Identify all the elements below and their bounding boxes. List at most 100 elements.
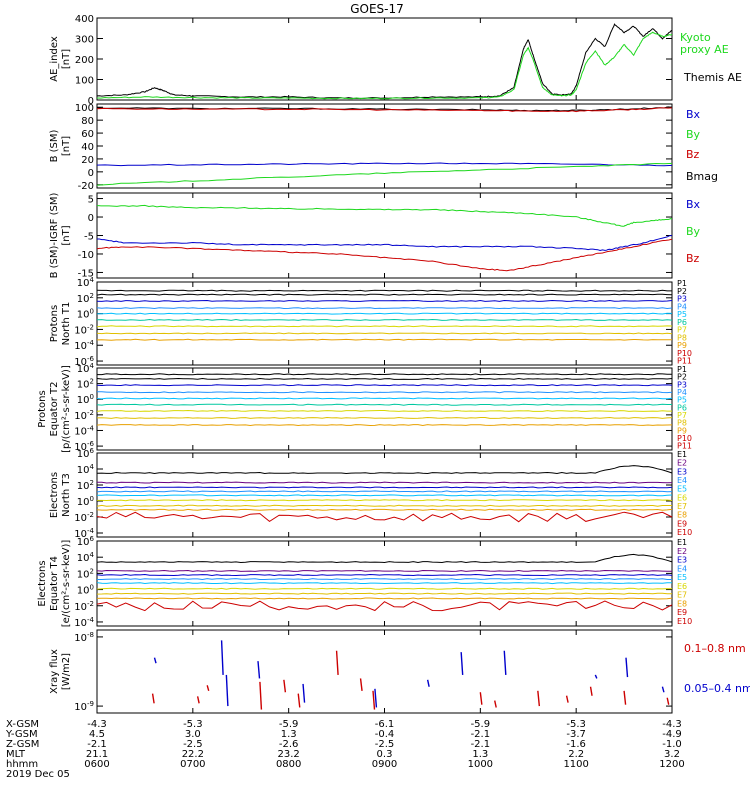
legend-entry: P4 [677, 388, 687, 397]
legend-entry: 0.1–0.8 nm [684, 642, 746, 655]
legend-entry: P11 [677, 442, 692, 451]
y-tick-label: 102 [77, 292, 94, 305]
flux-line [96, 569, 672, 572]
panel-frame [96, 192, 673, 279]
y-axis-label: B (SM) [49, 129, 60, 162]
x-row-value: -2.6 [279, 739, 299, 750]
panel-b-igrf: -15 -10 -5 0 5 B (SM)-IGRF (SM) [nT] Bx By Bz [49, 192, 701, 279]
x-row-value: 2.2 [568, 749, 584, 760]
x-row-value: -4.3 [662, 719, 682, 730]
flux-line [96, 481, 673, 484]
xray-segment [283, 679, 287, 693]
panel-electrons-equator: 10-4 10-2 100 102 104 106 Electrons Equator T4[… [37, 535, 692, 629]
y-tick-label: 102 [77, 479, 94, 492]
legend-entry: 0.05–0.4 nm [684, 682, 750, 695]
x-row-value: 1100 [563, 759, 588, 770]
y-tick-label: 100 [77, 495, 94, 508]
x-row-value: 1.3 [472, 749, 488, 760]
legend-entry: P2 [677, 373, 687, 382]
y-tick-label: 0 [88, 168, 94, 179]
x-row-value: -2.1 [471, 729, 491, 740]
xray-segment [153, 657, 157, 664]
legend-entry: P6 [677, 318, 687, 327]
y-tick-label: 100 [77, 308, 94, 321]
legend-entry: P3 [677, 295, 687, 304]
flux-line [96, 289, 672, 292]
legend-entry: P5 [677, 396, 687, 405]
legend-entry: E6 [677, 493, 687, 502]
y-tick-label: 106 [77, 535, 95, 548]
x-row-value: 3.2 [664, 749, 680, 760]
flux-line [96, 592, 673, 595]
flux-line [96, 490, 673, 493]
y-tick-label: 100 [75, 103, 94, 114]
legend-entry: Bmag [686, 170, 718, 183]
y-axis-label: Electrons [49, 472, 60, 518]
y-tick-label: 10-4 [74, 339, 94, 352]
xray-segment [661, 686, 665, 693]
xray-segment [623, 690, 627, 705]
y-tick-label: 0 [88, 96, 94, 107]
series-line [96, 204, 673, 227]
legend-entry: P11 [677, 357, 692, 366]
flux-line [96, 597, 673, 600]
x-row-value: 0600 [84, 759, 109, 770]
flux-line [97, 499, 673, 502]
legend-entry: E6 [677, 582, 687, 591]
series-line [96, 31, 673, 100]
y-tick-label: 100 [75, 76, 94, 87]
series-line [96, 162, 673, 186]
legend-entry: P1 [677, 279, 687, 288]
legend-entry: E9 [677, 608, 687, 617]
plot-date: 2019 Dec 05 [6, 769, 70, 780]
x-row-label: hhmm [6, 759, 38, 770]
legend-entry: E8 [677, 599, 687, 608]
y-axis-label: [nT] [61, 225, 72, 245]
flux-line [96, 486, 673, 489]
legend-entry: P10 [677, 434, 692, 443]
panel-frame [96, 103, 673, 189]
x-row-label: MLT [6, 749, 26, 760]
plot-title: GOES-17 [350, 2, 404, 16]
x-row-value: -5.9 [471, 719, 491, 730]
series-line [97, 235, 673, 252]
legend-entry: By [686, 128, 701, 141]
legend-entry: E2 [677, 459, 687, 468]
y-tick-label: 102 [77, 378, 94, 391]
flux-line [96, 582, 672, 585]
x-row-value: 21.1 [86, 749, 108, 760]
y-tick-label: 10-4 [74, 616, 94, 629]
y-axis-label: North T3 [61, 473, 72, 517]
x-row-value: -5.9 [279, 719, 299, 730]
y-tick-label: 400 [75, 14, 94, 25]
y-tick-label: 10-2 [74, 323, 94, 336]
y-tick-label: 104 [77, 362, 95, 375]
x-row-value: 0700 [180, 759, 205, 770]
y-tick-label: 100 [77, 584, 94, 597]
y-tick-label: -20 [78, 181, 94, 192]
xray-segment [565, 695, 569, 703]
xray-segment [257, 661, 261, 679]
flux-line [96, 587, 673, 590]
xray-segment [302, 683, 306, 703]
legend-entry: E10 [677, 528, 692, 537]
x-row-value: 0.3 [377, 749, 393, 760]
y-axis-label: Xray flux [49, 649, 60, 694]
x-row-value: -4.9 [662, 729, 682, 740]
xray-segment [594, 674, 598, 679]
xray-segment [335, 650, 339, 676]
flux-line [96, 424, 673, 427]
flux-line [97, 578, 672, 581]
series-line [96, 23, 673, 99]
flux-line [96, 409, 672, 412]
y-axis-label: B (SM)-IGRF (SM) [49, 193, 60, 279]
xray-segment [259, 681, 263, 710]
legend-entry: E7 [677, 502, 687, 511]
x-row-value: 1000 [468, 759, 493, 770]
legend-entry: P6 [677, 403, 687, 412]
x-row-value: -1.6 [566, 739, 586, 750]
xray-segment [589, 686, 593, 696]
legend-entry: E7 [677, 591, 687, 600]
xray-segment [206, 685, 210, 692]
